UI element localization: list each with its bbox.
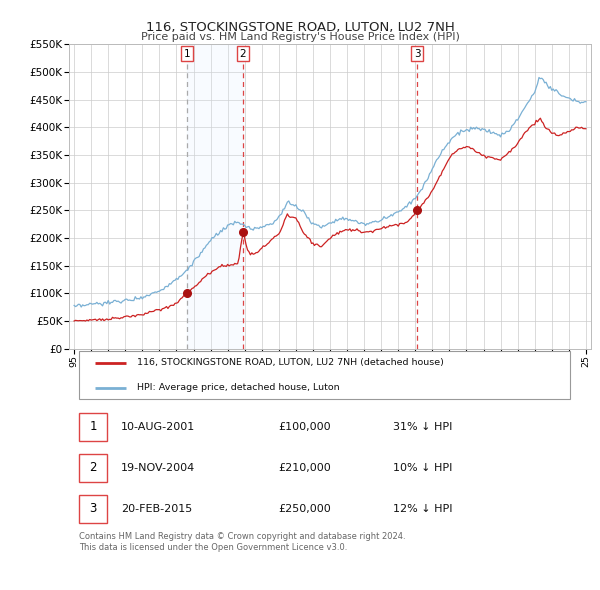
FancyBboxPatch shape xyxy=(79,412,107,441)
Text: £100,000: £100,000 xyxy=(278,422,331,432)
Text: £250,000: £250,000 xyxy=(278,504,331,514)
Text: HPI: Average price, detached house, Luton: HPI: Average price, detached house, Luto… xyxy=(137,384,340,392)
FancyBboxPatch shape xyxy=(79,351,570,399)
Text: 116, STOCKINGSTONE ROAD, LUTON, LU2 7NH (detached house): 116, STOCKINGSTONE ROAD, LUTON, LU2 7NH … xyxy=(137,358,444,368)
Text: 116, STOCKINGSTONE ROAD, LUTON, LU2 7NH: 116, STOCKINGSTONE ROAD, LUTON, LU2 7NH xyxy=(146,21,454,34)
Text: 2: 2 xyxy=(89,461,97,474)
Text: 20-FEB-2015: 20-FEB-2015 xyxy=(121,504,193,514)
Text: 2: 2 xyxy=(239,49,247,59)
Text: 3: 3 xyxy=(89,503,97,516)
Text: 31% ↓ HPI: 31% ↓ HPI xyxy=(392,422,452,432)
FancyBboxPatch shape xyxy=(79,495,107,523)
Text: Contains HM Land Registry data © Crown copyright and database right 2024.
This d: Contains HM Land Registry data © Crown c… xyxy=(79,532,406,552)
Text: £210,000: £210,000 xyxy=(278,463,331,473)
Text: 12% ↓ HPI: 12% ↓ HPI xyxy=(392,504,452,514)
Text: 10-AUG-2001: 10-AUG-2001 xyxy=(121,422,196,432)
Text: 19-NOV-2004: 19-NOV-2004 xyxy=(121,463,196,473)
Text: 3: 3 xyxy=(414,49,421,59)
Text: 1: 1 xyxy=(184,49,190,59)
Bar xyxy=(187,44,243,349)
FancyBboxPatch shape xyxy=(79,454,107,482)
Text: Price paid vs. HM Land Registry's House Price Index (HPI): Price paid vs. HM Land Registry's House … xyxy=(140,32,460,42)
Text: 1: 1 xyxy=(89,420,97,433)
Text: 10% ↓ HPI: 10% ↓ HPI xyxy=(392,463,452,473)
